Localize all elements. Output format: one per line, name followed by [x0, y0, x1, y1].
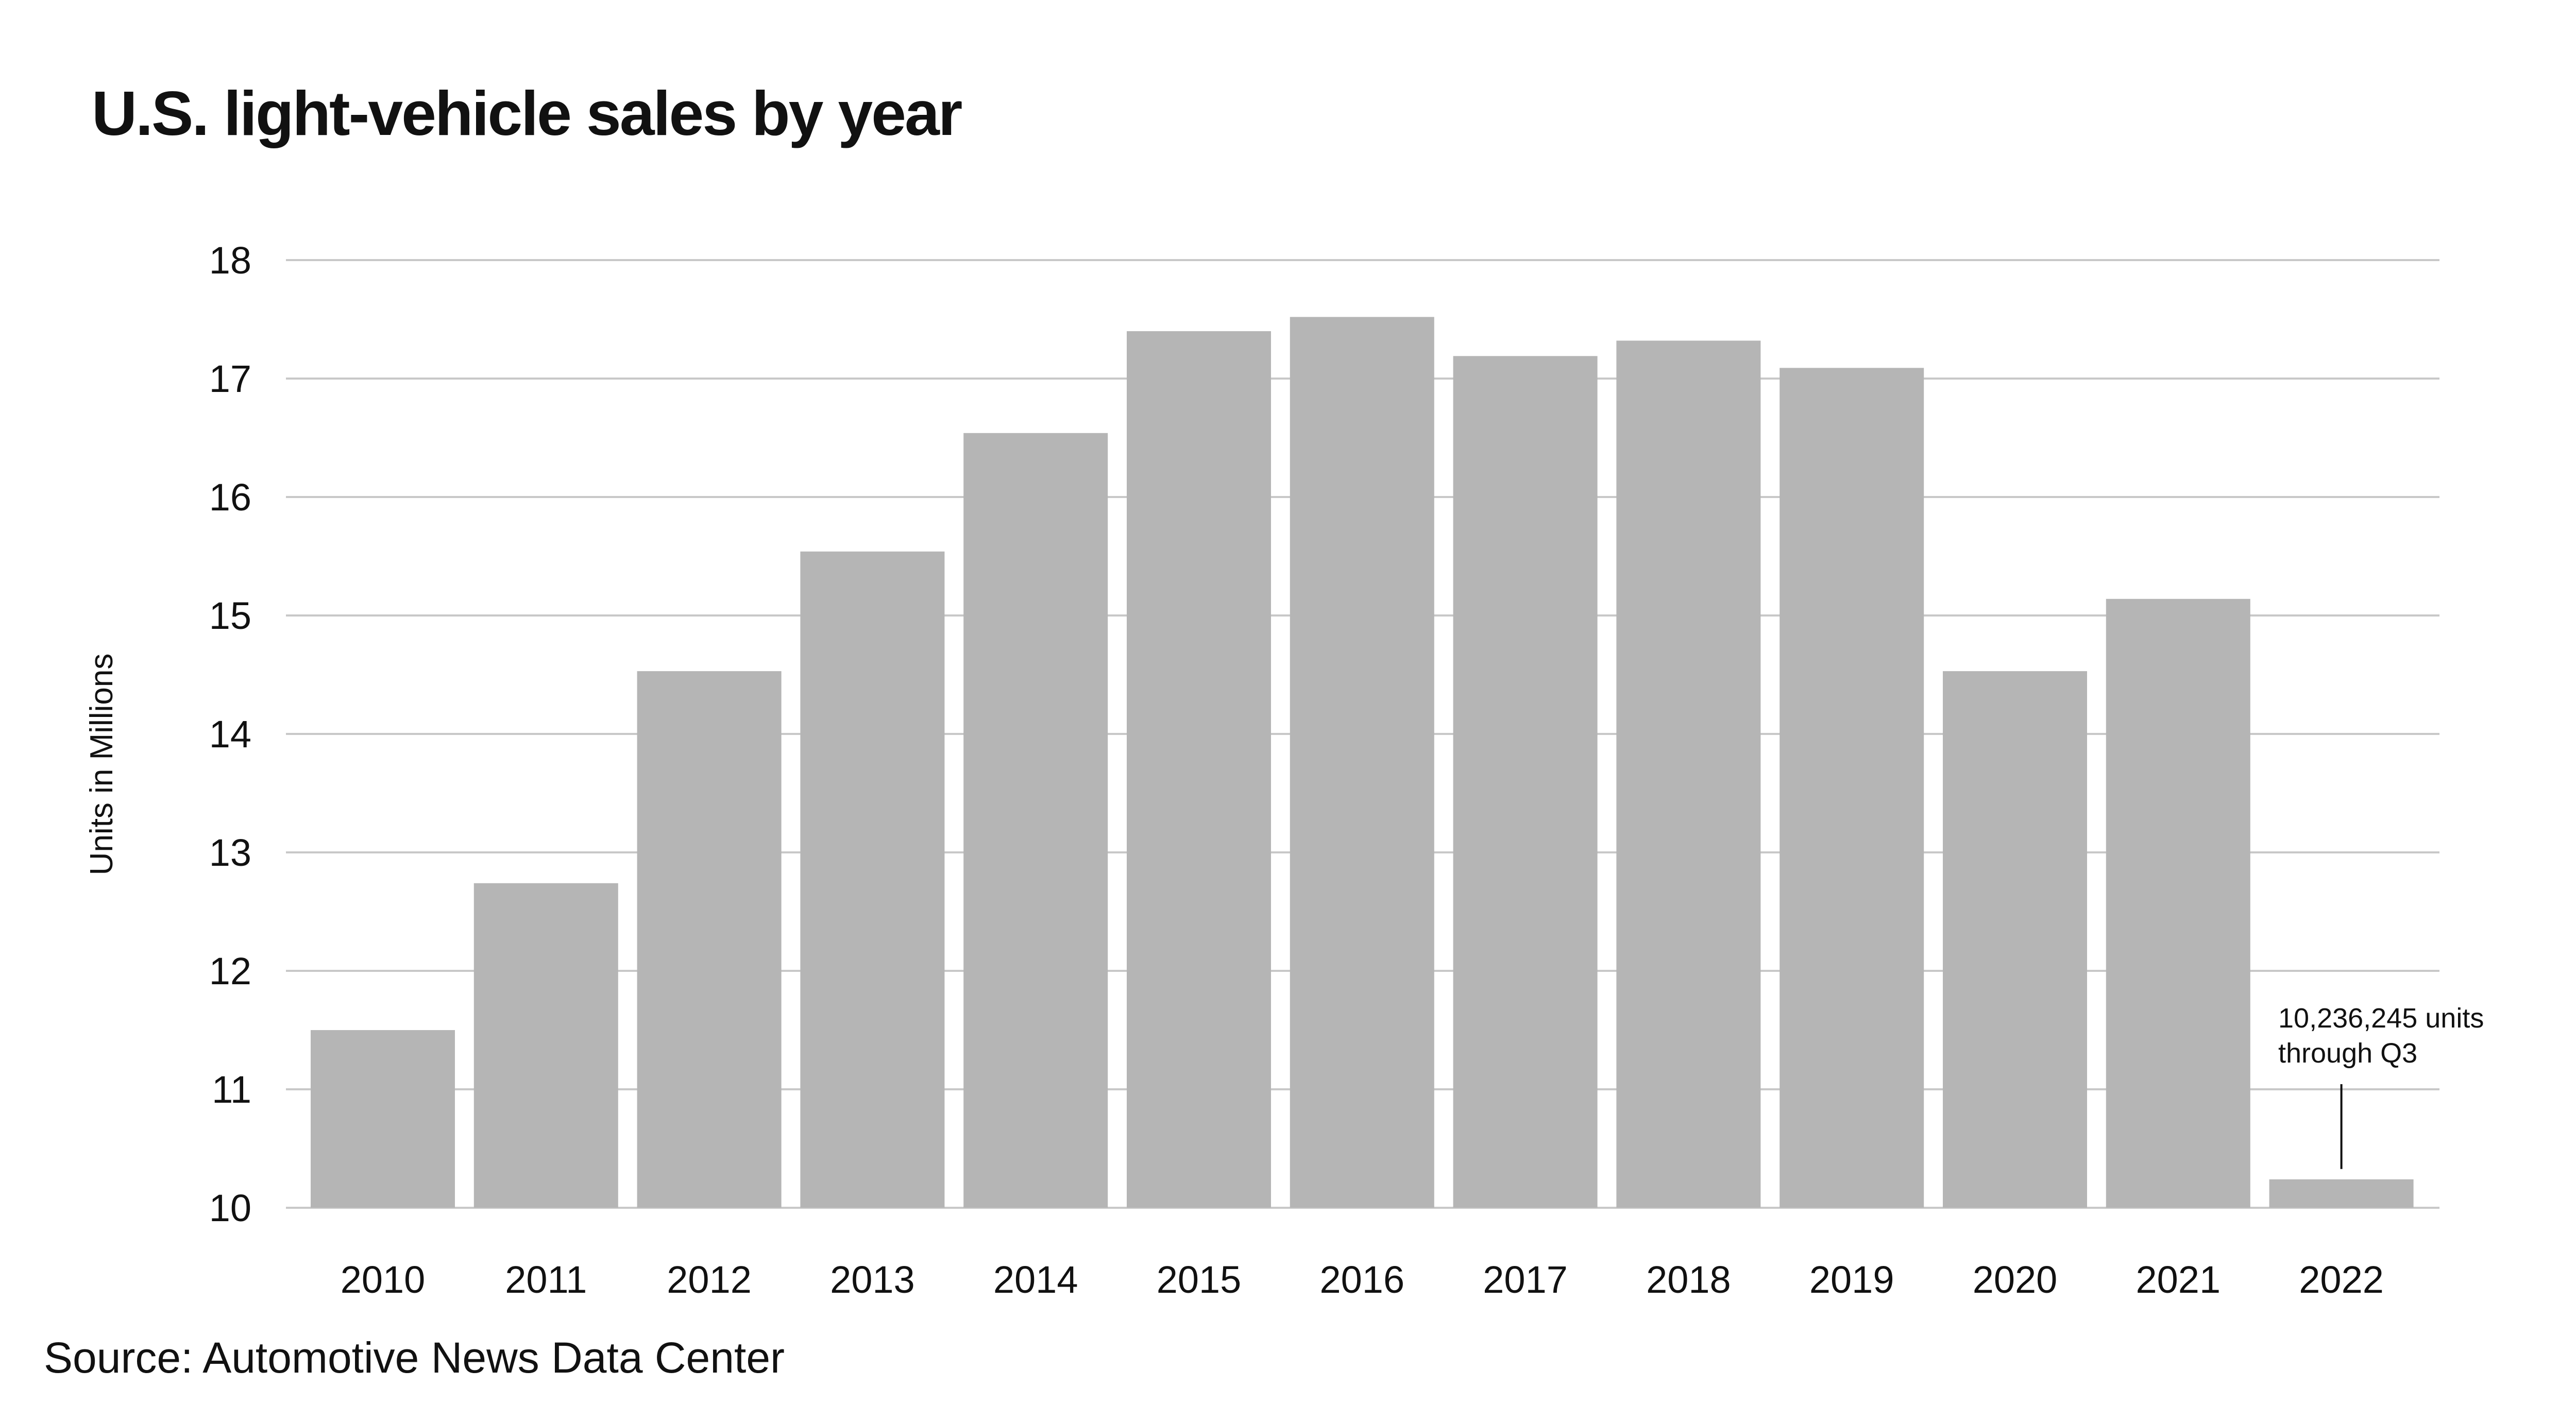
bar-2012 [637, 671, 782, 1208]
bars [311, 317, 2414, 1208]
x-tick-label: 2021 [2136, 1258, 2221, 1301]
source-note: Source: Automotive News Data Center [44, 1333, 785, 1382]
y-axis-tick-labels: 10 11 12 13 14 15 16 17 18 [209, 239, 251, 1229]
bar-2016 [1290, 317, 1434, 1208]
x-tick-label: 2019 [1809, 1258, 1894, 1301]
bar-2015 [1127, 331, 1271, 1208]
y-tick-label: 13 [209, 831, 251, 874]
bar-2022 [2269, 1179, 2414, 1208]
chart-title: U.S. light-vehicle sales by year [92, 78, 962, 148]
y-tick-label: 17 [209, 357, 251, 400]
x-tick-label: 2016 [1319, 1258, 1404, 1301]
x-tick-label: 2017 [1483, 1258, 1568, 1301]
bar-2020 [1943, 671, 2087, 1208]
y-tick-label: 14 [209, 713, 251, 756]
x-axis-tick-labels: 2010 2011 2012 2013 2014 2015 2016 2017 2018 2019… [341, 1258, 2384, 1301]
x-tick-label: 2012 [667, 1258, 752, 1301]
x-tick-label: 2014 [993, 1258, 1078, 1301]
bar-2018 [1616, 340, 1761, 1208]
y-tick-label: 16 [209, 476, 251, 519]
bar-2021 [2106, 598, 2250, 1208]
x-tick-label: 2022 [2299, 1258, 2384, 1301]
annotation-line-2: through Q3 [2278, 1038, 2417, 1069]
bar-2010 [311, 1030, 455, 1208]
x-tick-label: 2020 [1973, 1258, 2058, 1301]
x-tick-label: 2015 [1157, 1258, 1242, 1301]
bar-2014 [963, 433, 1108, 1208]
bar-2013 [800, 551, 945, 1208]
y-tick-label: 15 [209, 594, 251, 637]
y-tick-label: 18 [209, 239, 251, 282]
annotation-2022: 10,236,245 units through Q3 [2278, 1003, 2484, 1169]
x-tick-label: 2011 [505, 1258, 587, 1301]
annotation-line-1: 10,236,245 units [2278, 1003, 2484, 1034]
x-tick-label: 2013 [830, 1258, 915, 1301]
bar-2017 [1453, 356, 1598, 1208]
y-tick-label: 11 [212, 1068, 251, 1111]
bar-2019 [1780, 368, 1924, 1208]
y-tick-label: 10 [209, 1187, 251, 1229]
x-tick-label: 2018 [1646, 1258, 1731, 1301]
y-axis-title: Units in Millions [84, 654, 120, 876]
y-tick-label: 12 [209, 950, 251, 992]
bar-2011 [473, 883, 618, 1208]
x-tick-label: 2010 [341, 1258, 426, 1301]
